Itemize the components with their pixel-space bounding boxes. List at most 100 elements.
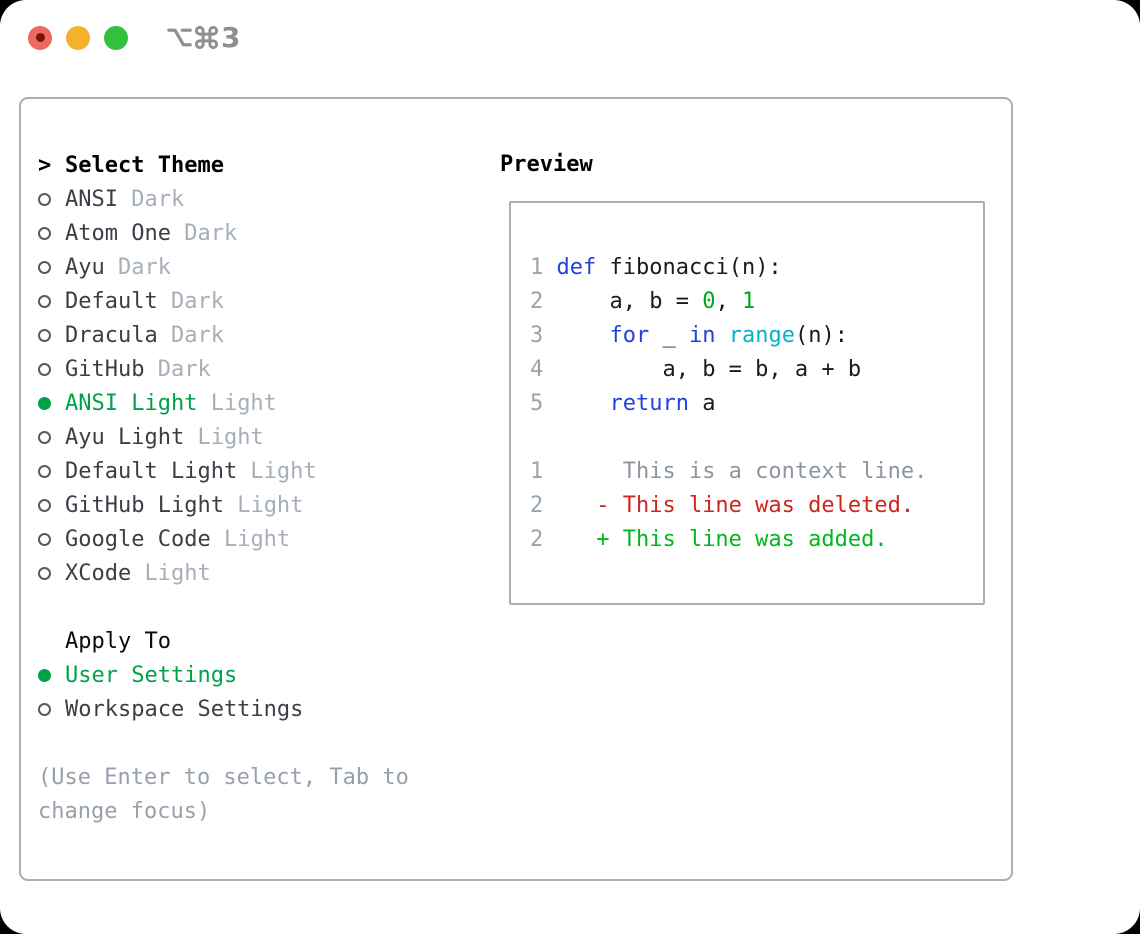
spacer-row [38, 590, 409, 624]
theme-name: Default [65, 288, 158, 314]
theme-variant-badge: Dark [157, 288, 224, 314]
code-line: 2 a, b = 0, 1 [530, 285, 983, 319]
header-marker: > [38, 153, 65, 178]
theme-name: ANSI [65, 186, 118, 212]
radio-icon [38, 430, 51, 444]
theme-option-github[interactable]: GitHub Dark [38, 352, 409, 386]
theme-name: Google Code [65, 526, 211, 552]
code-token: return [609, 391, 689, 416]
line-number: 1 [530, 459, 544, 484]
line-number: 5 [530, 391, 544, 416]
apply-to-label: Apply To [65, 628, 171, 654]
window-zoom-button[interactable] [104, 25, 128, 50]
radio-icon [38, 192, 51, 206]
code-line: 1 def fibonacci(n): [530, 251, 983, 285]
theme-name: Atom One [65, 220, 171, 246]
code-token: 0 [702, 289, 716, 314]
apply-option-name: Workspace Settings [65, 696, 304, 722]
window-minimize-button[interactable] [66, 25, 90, 50]
theme-variant-badge: Dark [170, 220, 238, 246]
theme-option-ansi[interactable]: ANSI Dark [38, 182, 409, 216]
code-token: a, b = b, a + b [543, 357, 862, 382]
theme-picker-panel: > Select Theme ANSI Dark Atom One Dark Ayu D… [19, 97, 1013, 881]
window-shortcut-label: 3 [166, 21, 241, 54]
radio-icon [38, 566, 51, 580]
line-number: 2 [530, 289, 544, 314]
theme-option-google-code[interactable]: Google Code Light [38, 522, 409, 556]
theme-option-dracula[interactable]: Dracula Dark [38, 318, 409, 352]
command-key-icon [194, 25, 219, 50]
select-theme-label: Select Theme [65, 152, 224, 178]
help-text-line: (Use Enter to select, Tab to [38, 760, 409, 794]
theme-name: GitHub Light [65, 492, 224, 518]
close-dot-icon [35, 33, 45, 42]
code-token: _ [649, 323, 689, 348]
diff-line: 2 - This line was deleted. [530, 489, 983, 523]
line-number: 4 [530, 357, 544, 382]
radio-selected-icon [38, 396, 51, 410]
shortcut-number: 3 [221, 21, 241, 54]
code-token: This is a context line. [543, 459, 928, 484]
theme-option-default-light[interactable]: Default Light Light [38, 454, 409, 488]
apply-option-user-settings[interactable]: User Settings [38, 658, 409, 692]
theme-variant-badge: Dark [144, 356, 211, 382]
theme-variant-badge: Light [210, 526, 291, 552]
option-key-icon [167, 28, 192, 47]
line-number: 2 [530, 527, 544, 552]
code-token [543, 391, 609, 416]
radio-icon [38, 362, 51, 376]
radio-selected-icon [38, 668, 51, 682]
help-text: change focus) [38, 798, 211, 824]
theme-variant-badge: Dark [117, 186, 185, 212]
theme-option-ayu-light[interactable]: Ayu Light Light [38, 420, 409, 454]
theme-option-atom-one[interactable]: Atom One Dark [38, 216, 409, 250]
blank-line [530, 217, 983, 251]
code-token [715, 323, 728, 348]
theme-option-ansi-light[interactable]: ANSI Light Light [38, 386, 409, 420]
code-token: in [688, 323, 716, 348]
theme-menu: > Select Theme ANSI Dark Atom One Dark Ayu D… [38, 148, 409, 828]
code-token: - This line was deleted. [543, 493, 915, 518]
radio-icon [38, 226, 51, 240]
select-theme-header: > Select Theme [38, 148, 409, 182]
blank-line [530, 421, 983, 455]
diff-line: 2 + This line was added. [530, 523, 983, 557]
apply-option-workspace-settings[interactable]: Workspace Settings [38, 692, 409, 726]
code-line: 3 for _ in range(n): [530, 319, 983, 353]
theme-variant-badge: Light [197, 390, 277, 416]
theme-option-xcode[interactable]: XCode Light [38, 556, 409, 590]
code-token: range [728, 323, 795, 348]
code-token: fibonacci(n): [596, 255, 782, 280]
chevron-marker-icon: > [38, 152, 52, 178]
code-token: a, b = [543, 289, 703, 314]
theme-name: Default Light [65, 458, 238, 484]
titlebar: 3 [28, 21, 241, 54]
code-token: for [609, 323, 650, 348]
window-close-button[interactable] [28, 25, 52, 50]
code-token: def [556, 255, 597, 280]
radio-icon [38, 464, 51, 478]
theme-option-default[interactable]: Default Dark [38, 284, 409, 318]
theme-name: ANSI Light [65, 390, 198, 416]
radio-icon [38, 532, 51, 546]
code-token: a [688, 391, 716, 416]
theme-name: XCode [65, 560, 132, 586]
line-number: 1 [530, 255, 544, 280]
code-token: (n): [794, 323, 848, 348]
theme-option-github-light[interactable]: GitHub Light Light [38, 488, 409, 522]
theme-option-ayu[interactable]: Ayu Dark [38, 250, 409, 284]
code-line: 4 a, b = b, a + b [530, 353, 983, 387]
preview-title: Preview [500, 152, 593, 177]
radio-icon [38, 260, 51, 274]
diff-line: 1 This is a context line. [530, 455, 983, 489]
radio-icon [38, 498, 51, 512]
code-token [543, 323, 609, 348]
code-token [543, 255, 556, 280]
radio-icon [38, 702, 51, 716]
code-token: + This line was added. [543, 527, 888, 552]
theme-name: Ayu [65, 254, 105, 280]
line-number: 2 [530, 493, 544, 518]
spacer-row [38, 726, 409, 760]
